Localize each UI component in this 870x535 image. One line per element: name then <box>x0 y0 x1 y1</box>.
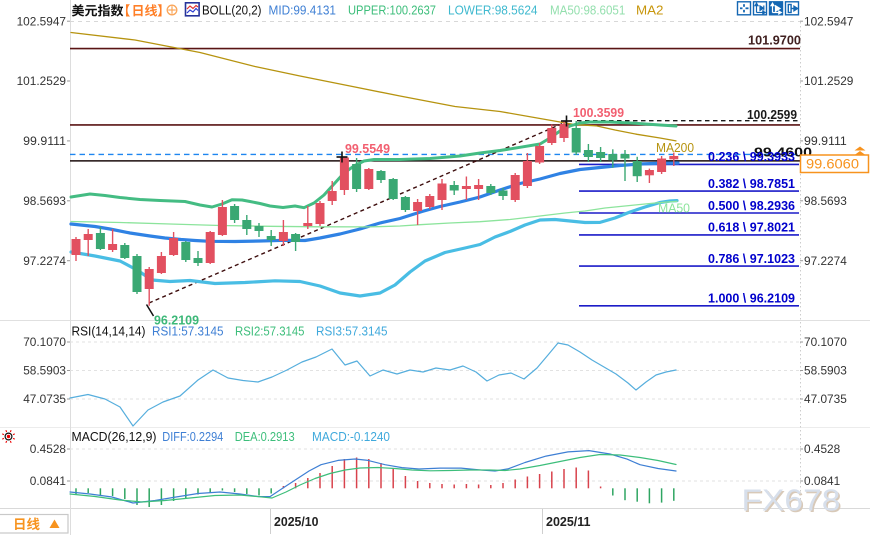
svg-text:58.5903: 58.5903 <box>23 364 66 378</box>
svg-text:99.4600: 99.4600 <box>754 145 812 160</box>
svg-text:MA200: MA200 <box>656 141 694 155</box>
svg-text:101.2529: 101.2529 <box>804 74 854 88</box>
svg-text:RSI2:57.3145: RSI2:57.3145 <box>235 324 305 339</box>
svg-text:0.4528: 0.4528 <box>30 442 66 456</box>
svg-text:97.2274: 97.2274 <box>804 254 847 268</box>
svg-text:47.0735: 47.0735 <box>23 392 66 406</box>
svg-text:0.0841: 0.0841 <box>30 474 66 488</box>
svg-text:0.4528: 0.4528 <box>804 442 840 456</box>
svg-text:98.5693: 98.5693 <box>804 194 847 208</box>
svg-text:FX678: FX678 <box>742 483 841 518</box>
svg-text:70.1070: 70.1070 <box>23 335 66 349</box>
svg-text:FX678: FX678 <box>743 484 842 519</box>
svg-text:58.5903: 58.5903 <box>804 364 847 378</box>
svg-text:0.786 \ 97.1023: 0.786 \ 97.1023 <box>708 251 795 266</box>
svg-text:RSI(14,14,14): RSI(14,14,14) <box>72 324 146 339</box>
svg-text:102.5947: 102.5947 <box>17 14 67 28</box>
svg-text:99.9111: 99.9111 <box>23 134 66 148</box>
svg-text:MID:99.4131: MID:99.4131 <box>269 3 337 18</box>
svg-text:96.2109: 96.2109 <box>154 314 199 328</box>
svg-text:2025/11: 2025/11 <box>546 514 591 529</box>
svg-text:99.9111: 99.9111 <box>804 134 847 148</box>
svg-text:99.5549: 99.5549 <box>345 142 390 156</box>
svg-text:DEA:0.2913: DEA:0.2913 <box>235 429 295 444</box>
svg-text:101.2529: 101.2529 <box>17 74 67 88</box>
svg-text:100.2599: 100.2599 <box>747 108 797 122</box>
svg-text:2025/10: 2025/10 <box>274 514 319 529</box>
svg-text:MA50: MA50 <box>658 202 690 216</box>
svg-text:0.382 \ 98.7851: 0.382 \ 98.7851 <box>708 176 795 191</box>
svg-text:MA2: MA2 <box>636 3 664 18</box>
svg-text:BOLL(20,2): BOLL(20,2) <box>202 3 262 18</box>
svg-text:100.3599: 100.3599 <box>573 106 624 120</box>
svg-text:UPPER:100.2637: UPPER:100.2637 <box>348 3 436 18</box>
svg-text:97.2274: 97.2274 <box>23 254 66 268</box>
svg-text:0.236 \ 99.3933: 0.236 \ 99.3933 <box>708 149 795 164</box>
svg-text:99.6060: 99.6060 <box>806 157 859 172</box>
svg-text:47.0735: 47.0735 <box>804 392 847 406</box>
svg-text:RSI3:57.3145: RSI3:57.3145 <box>316 324 388 339</box>
svg-text:DIFF:0.2294: DIFF:0.2294 <box>162 429 223 444</box>
svg-text:98.5693: 98.5693 <box>23 194 66 208</box>
svg-text:0.500 \ 98.2936: 0.500 \ 98.2936 <box>708 198 795 213</box>
svg-text:1.000 \ 96.2109: 1.000 \ 96.2109 <box>708 291 795 306</box>
svg-text:RSI1:57.3145: RSI1:57.3145 <box>152 324 224 339</box>
svg-text:MA50:98.6051: MA50:98.6051 <box>550 3 625 18</box>
svg-text:MACD:-0.1240: MACD:-0.1240 <box>312 429 390 444</box>
svg-text:LOWER:98.5624: LOWER:98.5624 <box>448 3 538 18</box>
svg-text:MACD(26,12,9): MACD(26,12,9) <box>72 429 157 444</box>
svg-text:102.5947: 102.5947 <box>804 14 854 28</box>
svg-text:70.1070: 70.1070 <box>804 335 847 349</box>
svg-text:101.9700: 101.9700 <box>748 34 801 48</box>
svg-text:0.618 \ 97.8021: 0.618 \ 97.8021 <box>708 220 795 235</box>
svg-text:0.0841: 0.0841 <box>804 474 840 488</box>
